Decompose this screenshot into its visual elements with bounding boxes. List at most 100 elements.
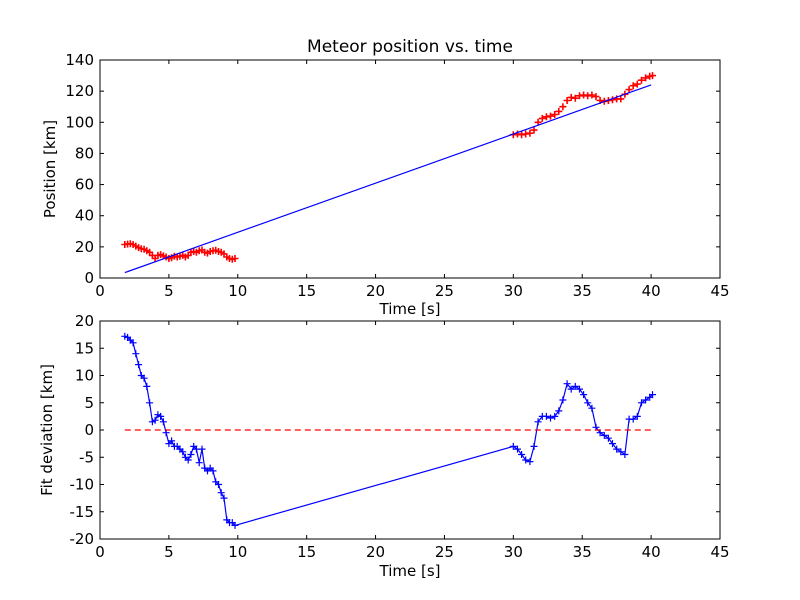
deviation-data-point xyxy=(168,437,176,445)
deviation-data-point xyxy=(621,451,629,458)
y-tick-label: -10 xyxy=(70,476,95,494)
y-tick-label: 40 xyxy=(75,207,94,225)
position-data-point xyxy=(642,74,650,82)
deviation-data-point xyxy=(151,416,159,424)
y-tick-label: 120 xyxy=(65,82,94,100)
x-tick-label: 10 xyxy=(228,282,247,300)
deviation-data-point xyxy=(157,412,165,420)
deviation-data-point xyxy=(140,374,148,382)
deviation-data-point xyxy=(231,521,239,529)
deviation-data-point xyxy=(195,459,203,467)
x-tick-label: 20 xyxy=(366,282,385,300)
deviation-data-point xyxy=(633,412,641,420)
x-tick-label: 15 xyxy=(297,543,316,561)
position-data-point xyxy=(649,72,656,80)
x-tick-label: 45 xyxy=(710,282,729,300)
position-data-point xyxy=(555,107,563,115)
deviation-data-point xyxy=(576,385,583,393)
deviation-data-point xyxy=(584,399,592,407)
position-data-point xyxy=(571,94,579,102)
deviation-data-point xyxy=(649,391,656,399)
deviation-data-point xyxy=(604,434,612,442)
deviation-data-point xyxy=(567,385,575,393)
x-tick-label: 20 xyxy=(366,543,385,561)
position-data-point xyxy=(625,86,633,94)
deviation-data-point xyxy=(547,414,554,422)
position-data-point xyxy=(551,111,559,118)
y-tick-label: 100 xyxy=(65,113,94,131)
y-tick-label: 5 xyxy=(84,394,94,412)
x-tick-label: 5 xyxy=(164,282,174,300)
deviation-data-point xyxy=(613,445,621,453)
deviation-data-point xyxy=(588,404,596,412)
deviation-line xyxy=(124,335,653,527)
deviation-data-point xyxy=(642,396,650,404)
y-tick-label: 20 xyxy=(75,238,94,256)
x-tick-label: 30 xyxy=(504,543,523,561)
bottom-y-axis-label: Fit deviation [km] xyxy=(38,364,56,496)
x-tick-label: 25 xyxy=(435,282,454,300)
deviation-data-point xyxy=(509,442,517,450)
x-tick-label: 15 xyxy=(297,282,316,300)
y-tick-label: 140 xyxy=(65,51,94,69)
deviation-data-point xyxy=(559,396,567,404)
position-data-point xyxy=(563,97,571,104)
deviation-data-point xyxy=(542,412,550,420)
y-tick-label: 80 xyxy=(75,144,94,162)
position-data-point xyxy=(638,76,645,84)
deviation-data-point xyxy=(209,467,217,475)
position-data-point xyxy=(617,95,625,103)
x-tick-label: 10 xyxy=(228,543,247,561)
deviation-data-point xyxy=(522,456,530,464)
y-tick-label: 0 xyxy=(84,269,94,287)
deviation-data-point xyxy=(571,382,579,390)
deviation-data-point xyxy=(563,380,571,388)
top-chart-title: Meteor position vs. time xyxy=(307,37,513,57)
y-tick-label: -20 xyxy=(70,530,95,548)
deviation-data-point xyxy=(609,440,616,448)
deviation-data-point xyxy=(514,445,521,453)
position-data-point xyxy=(633,80,641,88)
position-data-point xyxy=(530,126,538,134)
deviation-data-point xyxy=(551,412,559,420)
deviation-data-point xyxy=(187,451,195,458)
deviation-data-point xyxy=(629,415,637,423)
deviation-data-point xyxy=(580,391,588,399)
position-data-point xyxy=(526,129,534,137)
y-tick-label: 10 xyxy=(75,367,94,385)
x-tick-label: 0 xyxy=(95,543,105,561)
deviation-data-point xyxy=(534,418,542,426)
bottom-x-axis-label: Time [s] xyxy=(379,562,441,580)
position-data-point xyxy=(547,112,554,120)
deviation-data-point xyxy=(530,442,538,450)
top-y-axis-label: Position [km] xyxy=(41,120,59,218)
x-tick-label: 45 xyxy=(710,543,729,561)
deviation-data-point xyxy=(600,431,608,439)
position-data-point xyxy=(592,93,600,101)
deviation-data-point xyxy=(132,350,140,358)
position-data-point xyxy=(588,91,596,99)
deviation-data-point xyxy=(217,489,225,497)
x-tick-label: 25 xyxy=(435,543,454,561)
y-tick-label: 15 xyxy=(75,339,94,357)
deviation-data-point xyxy=(146,399,154,407)
position-data-point xyxy=(629,82,637,90)
position-axes: 0 5 10 15 20 25 30 35 40 45 0 20 40 60 80 100 120 140 xyxy=(65,51,729,300)
top-axes-frame xyxy=(99,59,721,279)
x-tick-label: 35 xyxy=(573,282,592,300)
deviation-data-point xyxy=(526,458,534,466)
y-tick-label: 20 xyxy=(75,312,94,330)
deviation-data-point xyxy=(617,448,625,456)
deviation-data-point xyxy=(184,456,192,464)
x-tick-label: 35 xyxy=(573,543,592,561)
deviation-data-point xyxy=(179,448,187,456)
deviation-data-point xyxy=(159,418,167,426)
x-tick-label: 40 xyxy=(642,282,661,300)
position-data-point xyxy=(538,114,546,122)
deviation-data-point xyxy=(638,399,645,407)
position-data-point xyxy=(559,103,567,111)
y-tick-label: 0 xyxy=(84,421,94,439)
x-tick-label: 0 xyxy=(95,282,105,300)
